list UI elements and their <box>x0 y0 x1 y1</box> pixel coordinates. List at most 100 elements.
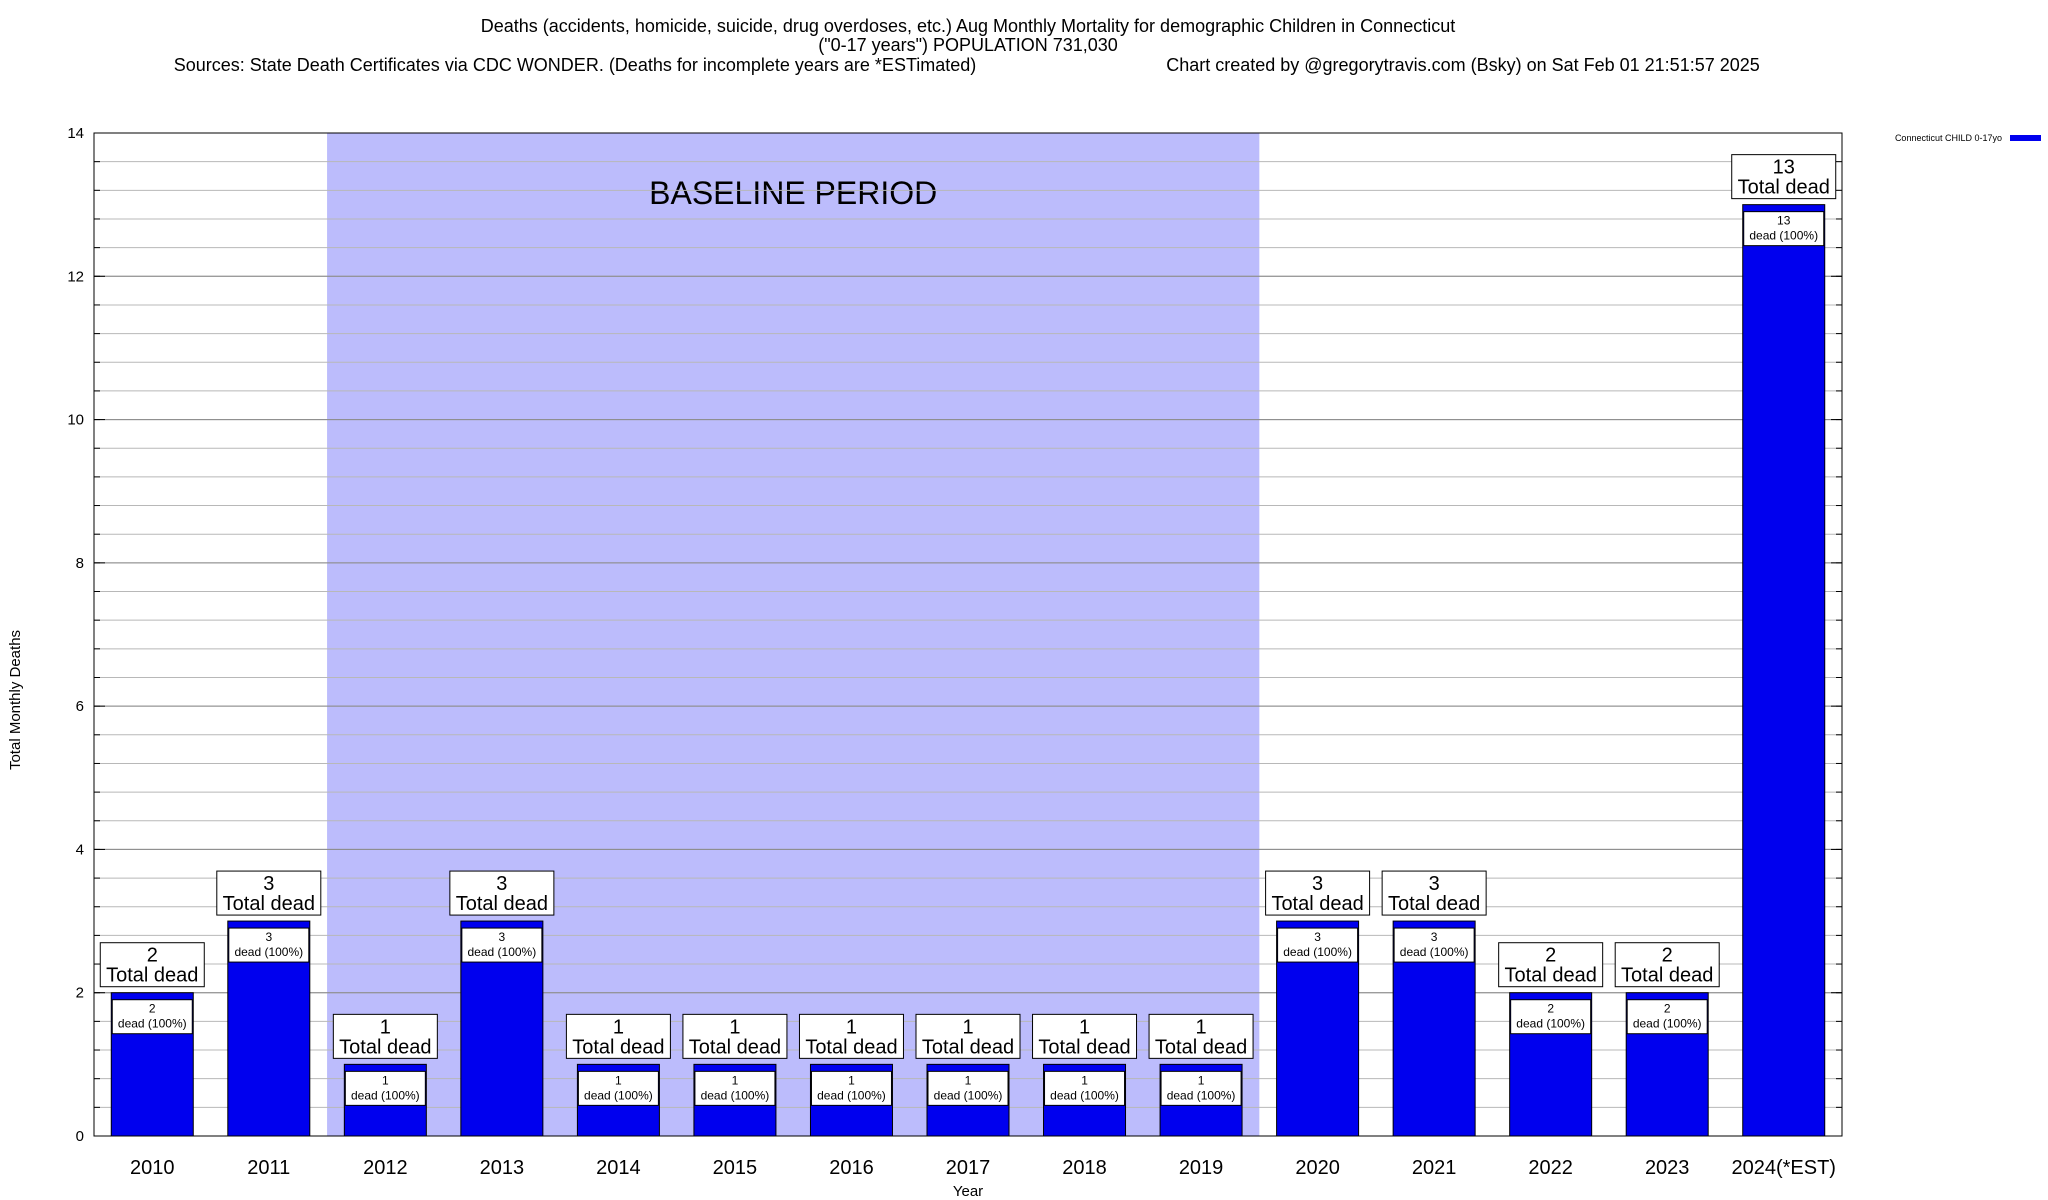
bar-inner-value: 1 <box>965 1073 972 1087</box>
y-tick-label: 10 <box>67 412 84 429</box>
bar-total-value: 1 <box>1079 1016 1090 1038</box>
bar-total-label: Total dead <box>1155 1036 1247 1058</box>
bar-total-label: Total dead <box>1505 965 1597 987</box>
bar-inner-label-box <box>228 927 310 963</box>
bar-total-box <box>1265 870 1371 916</box>
x-tick-label: 2019 <box>1179 1157 1224 1179</box>
bar-total-box <box>216 870 322 916</box>
bar-inner-label-box <box>1510 999 1592 1035</box>
bar-inner-label: dead (100%) <box>1400 945 1469 959</box>
bar-inner-label: dead (100%) <box>1749 229 1818 243</box>
bar-total-box <box>915 1013 1021 1059</box>
bar-inner-label: dead (100%) <box>1516 1017 1585 1031</box>
bar-inner-label: dead (100%) <box>584 1088 653 1102</box>
bar-inner-label-box <box>694 1070 776 1106</box>
bar-total-label: Total dead <box>572 1036 664 1058</box>
bar-inner-label-box <box>1277 927 1359 963</box>
bar-inner-label-box <box>1160 1070 1242 1106</box>
bar-total-box <box>449 870 555 916</box>
bar-total-value: 1 <box>729 1016 740 1038</box>
bar-total-label: Total dead <box>805 1036 897 1058</box>
bar-total-value: 13 <box>1773 157 1795 179</box>
bar-inner-label-box <box>1393 927 1475 963</box>
plot-border <box>93 132 1843 1137</box>
bar-total-box <box>798 1013 904 1059</box>
bar-total-label: Total dead <box>922 1036 1014 1058</box>
bar-inner-label: dead (100%) <box>1050 1088 1119 1102</box>
y-tick-label: 0 <box>76 1128 84 1145</box>
bar-total-label: Total dead <box>106 965 198 987</box>
bar-total-box <box>1148 1013 1254 1059</box>
bar-inner-label: dead (100%) <box>1633 1017 1702 1031</box>
bar-total-value: 2 <box>1545 945 1556 967</box>
bar-total-label: Total dead <box>1388 893 1480 915</box>
bar-total-label: Total dead <box>223 893 315 915</box>
bar-inner-value: 3 <box>265 930 272 944</box>
x-tick-label: 2024(*EST) <box>1731 1157 1836 1179</box>
bar-inner-label-box <box>344 1070 426 1106</box>
bar-inner-label: dead (100%) <box>701 1088 770 1102</box>
x-tick-label: 2017 <box>946 1157 991 1179</box>
x-tick-label: 2016 <box>829 1157 874 1179</box>
baseline-band-label: BASELINE PERIOD <box>649 175 937 211</box>
bar-total-value: 1 <box>380 1016 391 1038</box>
y-tick-label: 4 <box>76 841 84 858</box>
bar-inner-value: 1 <box>848 1073 855 1087</box>
bar-inner-label-box <box>1626 999 1708 1035</box>
x-axis-label: Year <box>953 1183 983 1200</box>
bar-total-label: Total dead <box>1621 965 1713 987</box>
bar-inner-value: 1 <box>732 1073 739 1087</box>
x-tick-label: 2022 <box>1528 1157 1573 1179</box>
bar-inner-label: dead (100%) <box>234 945 303 959</box>
bar-total-value: 1 <box>846 1016 857 1038</box>
bar-inner-value: 2 <box>1547 1002 1554 1016</box>
bar-total-box <box>1614 942 1720 988</box>
x-tick-label: 2012 <box>363 1157 408 1179</box>
bar-inner-value: 1 <box>615 1073 622 1087</box>
x-tick-label: 2018 <box>1062 1157 1107 1179</box>
bar-total-label: Total dead <box>456 893 548 915</box>
x-tick-label: 2020 <box>1295 1157 1340 1179</box>
bar-total-box <box>682 1013 788 1059</box>
bar-total-label: Total dead <box>689 1036 781 1058</box>
bar-inner-value: 2 <box>149 1002 156 1016</box>
bar-inner-label: dead (100%) <box>934 1088 1003 1102</box>
bar-total-box <box>1731 154 1837 200</box>
y-tick-label: 14 <box>67 125 84 142</box>
chart-credit: Chart created by @gregorytravis.com (Bsk… <box>1166 55 1760 75</box>
bar-total-value: 2 <box>1662 945 1673 967</box>
bar-inner-label: dead (100%) <box>1283 945 1352 959</box>
bar-inner-value: 3 <box>499 930 506 944</box>
bar-inner-label: dead (100%) <box>468 945 537 959</box>
x-tick-label: 2011 <box>247 1157 290 1179</box>
bar-inner-value: 1 <box>1081 1073 1088 1087</box>
bar-total-value: 3 <box>1429 873 1440 895</box>
y-tick-label: 8 <box>76 555 84 572</box>
bar-total-value: 1 <box>613 1016 624 1038</box>
bar-total-box <box>1032 1013 1138 1059</box>
legend-label: Connecticut CHILD 0-17yo <box>1895 133 2002 143</box>
y-tick-label: 6 <box>76 698 84 715</box>
legend-swatch <box>2010 135 2041 141</box>
bar-total-value: 3 <box>263 873 274 895</box>
bar-total-label: Total dead <box>1738 177 1830 199</box>
bar-total-box <box>99 942 205 988</box>
x-tick-label: 2010 <box>130 1157 175 1179</box>
bar-total-value: 3 <box>1312 873 1323 895</box>
bar-inner-label: dead (100%) <box>817 1088 886 1102</box>
x-tick-label: 2013 <box>480 1157 525 1179</box>
bar-total-box <box>332 1013 438 1059</box>
bar-inner-label-box <box>927 1070 1009 1106</box>
y-tick-label: 2 <box>76 985 84 1002</box>
bar-inner-label-box <box>1044 1070 1126 1106</box>
bar-total-label: Total dead <box>1038 1036 1130 1058</box>
bar-total-box <box>1381 870 1487 916</box>
bar-inner-label-box <box>461 927 543 963</box>
chart-title: Deaths (accidents, homicide, suicide, dr… <box>481 16 1455 36</box>
bar-inner-value: 13 <box>1777 214 1791 228</box>
bar-inner-label: dead (100%) <box>351 1088 420 1102</box>
bar-inner-value: 1 <box>1198 1073 1205 1087</box>
